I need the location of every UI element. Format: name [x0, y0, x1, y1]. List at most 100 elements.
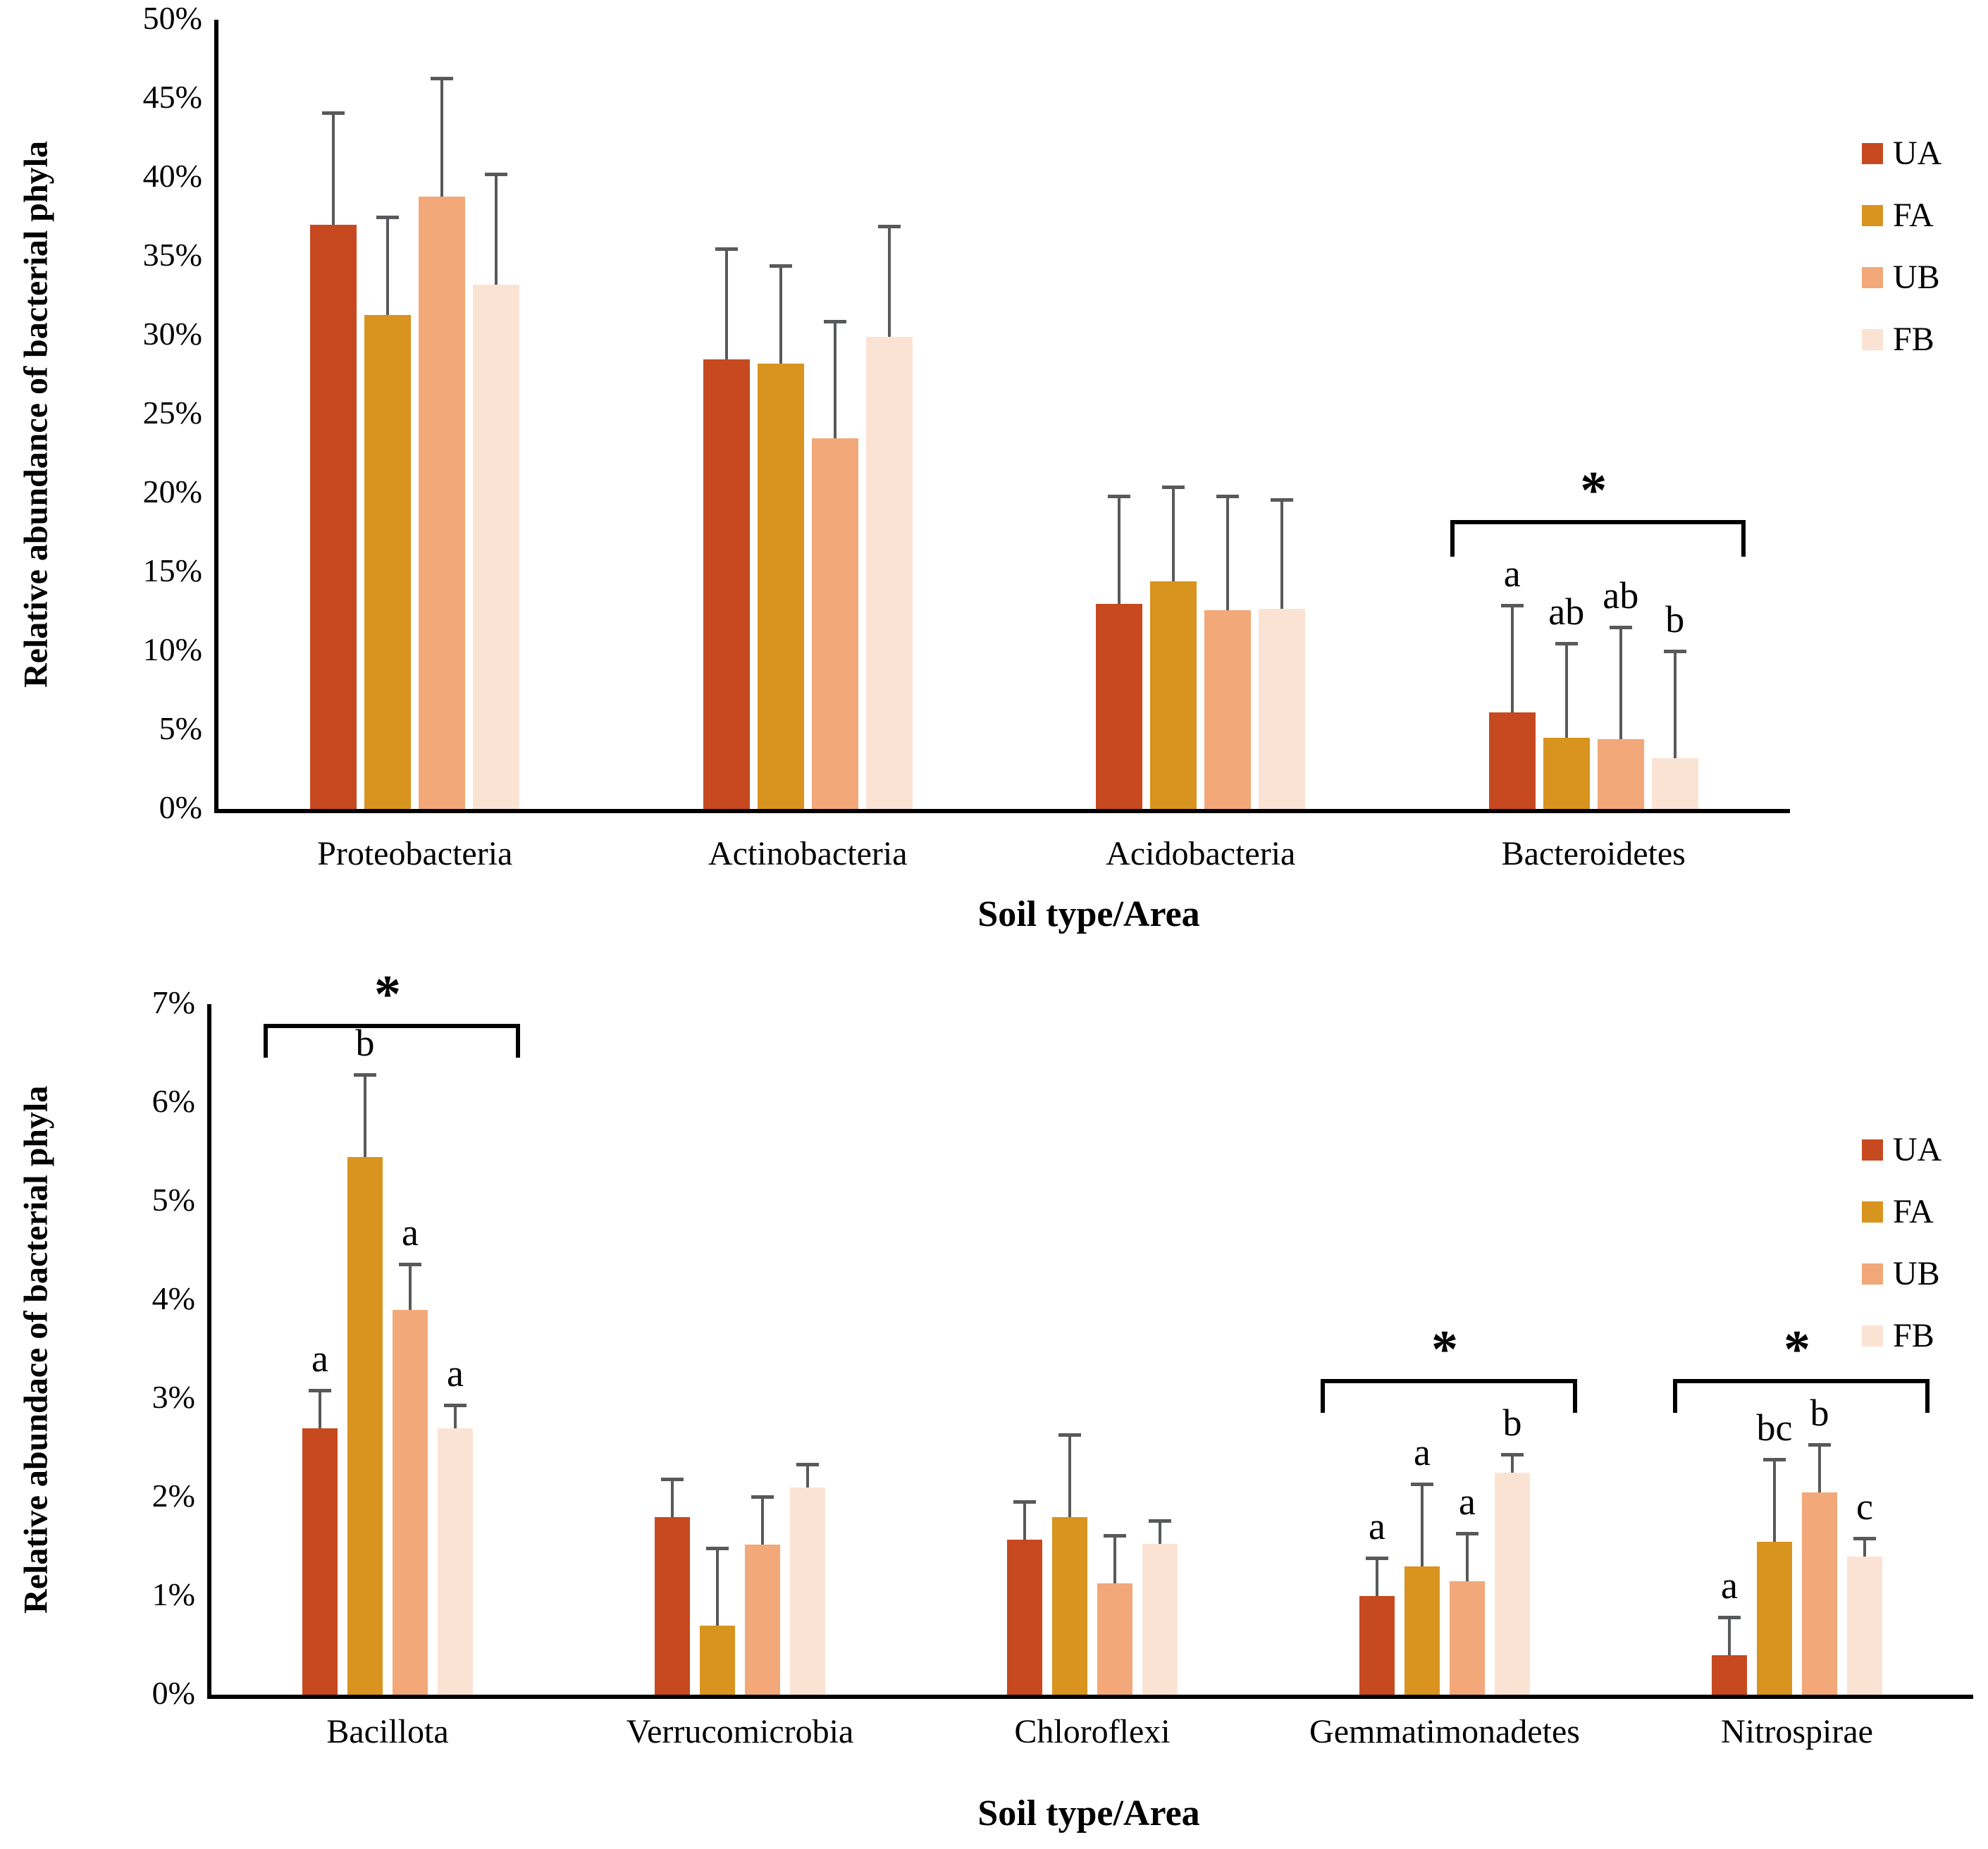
error-bar-FA-Bacteroidetes	[1564, 641, 1568, 738]
bar-UB-Gemmatimonadetes	[1450, 1581, 1485, 1695]
error-bar-cap-FA-Bacillota	[354, 1073, 376, 1077]
bar-FA-Gemmatimonadetes	[1404, 1566, 1440, 1695]
bar-FA-Acidobacteria	[1150, 581, 1197, 809]
error-bar-cap-UA-Bacteroidetes	[1500, 603, 1524, 607]
error-bar-UA-Bacteroidetes	[1510, 603, 1514, 713]
error-bar-cap-UB-Proteobacteria	[431, 76, 454, 80]
bar-FB-Acidobacteria	[1259, 608, 1306, 809]
error-bar-cap-UB-Actinobacteria	[823, 319, 846, 323]
y-tick-label: 25%	[142, 395, 202, 431]
legend-label-UB: UB	[1893, 1255, 1940, 1292]
sig-letter-UA-Bacillota: a	[311, 1337, 328, 1380]
x-category-label: Verrucomicrobia	[626, 1713, 854, 1750]
error-bar-UA-Actinobacteria	[724, 247, 728, 359]
error-bar-cap-UB-Chloroflexi	[1104, 1533, 1126, 1538]
error-bar-cap-FA-Nitrospirae	[1763, 1458, 1786, 1461]
y-tick-label: 6%	[152, 1083, 195, 1119]
legend-item-FB: FB	[1862, 321, 1934, 358]
sig-bracket-Bacillota	[264, 1024, 520, 1058]
bar-UA-Actinobacteria	[703, 359, 750, 809]
axis-lines	[214, 20, 1790, 813]
bar-UB-Bacillota	[393, 1310, 428, 1695]
error-bar-cap-FB-Gemmatimonadetes	[1501, 1453, 1524, 1457]
bar-UB-Bacteroidetes	[1597, 739, 1644, 809]
legend-item-FB: FB	[1862, 1317, 1934, 1354]
sig-bracket-Bacteroidetes	[1450, 520, 1746, 557]
sig-letter-FA-Bacteroidetes: ab	[1548, 590, 1585, 633]
y-tick-label: 40%	[142, 158, 202, 194]
sig-asterisk-Nitrospirae: *	[1784, 1320, 1810, 1379]
legend-item-FA: FA	[1862, 1195, 1934, 1229]
error-bar-UB-Bacillota	[409, 1262, 412, 1310]
error-bar-UB-Bacteroidetes	[1619, 626, 1622, 740]
bar-FA-Nitrospirae	[1757, 1542, 1792, 1695]
error-bar-UB-Proteobacteria	[440, 76, 444, 197]
error-bar-UA-Gemmatimonadetes	[1376, 1557, 1378, 1596]
error-bar-FB-Actinobacteria	[887, 225, 891, 338]
x-axis-title: Soil type/Area	[977, 1793, 1200, 1833]
error-bar-cap-UA-Acidobacteria	[1108, 495, 1131, 499]
error-bar-FA-Acidobacteria	[1172, 485, 1175, 582]
error-bar-UB-Gemmatimonadetes	[1466, 1532, 1469, 1581]
error-bar-FB-Proteobacteria	[495, 173, 498, 285]
bar-UA-Acidobacteria	[1096, 603, 1143, 809]
legend-swatch-FB	[1862, 1325, 1883, 1347]
bar-UB-Actinobacteria	[811, 438, 858, 809]
bar-UA-Chloroflexi	[1007, 1540, 1042, 1695]
error-bar-cap-UB-Acidobacteria	[1216, 495, 1240, 499]
bar-UB-Nitrospirae	[1802, 1492, 1837, 1695]
error-bar-cap-FA-Gemmatimonadetes	[1411, 1483, 1433, 1486]
error-bar-FB-Gemmatimonadetes	[1511, 1453, 1514, 1473]
bar-UA-Verrucomicrobia	[655, 1517, 690, 1695]
error-bar-UA-Chloroflexi	[1023, 1500, 1026, 1540]
error-bar-UB-Chloroflexi	[1113, 1533, 1116, 1583]
error-bar-cap-FB-Proteobacteria	[485, 173, 508, 177]
sig-letter-FA-Bacillota: b	[355, 1022, 375, 1064]
sig-letter-FB-Bacteroidetes: b	[1665, 598, 1685, 641]
bar-UB-Proteobacteria	[419, 196, 466, 809]
legend-label-FB: FB	[1893, 321, 1934, 358]
error-bar-cap-FA-Acidobacteria	[1162, 485, 1185, 489]
legend-item-UB: UB	[1862, 261, 1940, 295]
legend-label-FB: FB	[1893, 1317, 1934, 1354]
error-bar-cap-FB-Actinobacteria	[877, 225, 901, 229]
y-tick-label: 50%	[142, 0, 202, 36]
sig-bracket-Gemmatimonadetes	[1321, 1379, 1577, 1413]
error-bar-cap-UB-Bacteroidetes	[1609, 626, 1632, 630]
sig-letter-FB-Gemmatimonadetes: b	[1502, 1402, 1522, 1444]
y-axis-title: Relative abundace of bacterial phyla	[17, 1085, 55, 1614]
sig-bracket-Nitrospirae	[1673, 1379, 1930, 1413]
bar-UB-Acidobacteria	[1204, 610, 1252, 809]
error-bar-cap-FB-Verrucomicrobia	[796, 1463, 819, 1466]
bar-FA-Proteobacteria	[364, 314, 412, 809]
error-bar-FB-Verrucomicrobia	[806, 1463, 809, 1488]
error-bar-cap-FB-Nitrospirae	[1853, 1537, 1876, 1540]
error-bar-UA-Bacillota	[319, 1389, 321, 1428]
bar-FB-Gemmatimonadetes	[1495, 1473, 1530, 1695]
bar-UA-Gemmatimonadetes	[1359, 1596, 1395, 1695]
y-tick-label: 15%	[142, 552, 202, 588]
x-category-label: Actinobacteria	[708, 835, 908, 872]
y-tick-label: 45%	[142, 79, 202, 115]
y-tick-label: 20%	[142, 474, 202, 509]
error-bar-cap-FA-Bacteroidetes	[1555, 641, 1578, 645]
sig-letter-FB-Bacillota: a	[447, 1352, 464, 1395]
error-bar-FB-Bacteroidetes	[1673, 649, 1677, 759]
error-bar-cap-FA-Proteobacteria	[376, 215, 400, 219]
legend-swatch-UA	[1862, 143, 1883, 164]
error-bar-cap-FB-Bacteroidetes	[1663, 649, 1686, 653]
bar-FB-Nitrospirae	[1847, 1557, 1882, 1695]
y-tick-label: 3%	[152, 1379, 195, 1415]
legend-label-UA: UA	[1893, 1131, 1942, 1168]
x-category-label: Gemmatimonadetes	[1309, 1713, 1580, 1750]
y-tick-label: 7%	[152, 984, 195, 1020]
legend-swatch-UB	[1862, 1263, 1883, 1285]
y-tick-label: 10%	[142, 631, 202, 667]
error-bar-UA-Acidobacteria	[1118, 495, 1121, 604]
bar-FB-Chloroflexi	[1142, 1543, 1178, 1695]
error-bar-UB-Nitrospirae	[1818, 1443, 1821, 1492]
error-bar-cap-UA-Chloroflexi	[1013, 1500, 1036, 1504]
sig-letter-UB-Nitrospirae: b	[1810, 1392, 1829, 1434]
legend-item-UA: UA	[1862, 137, 1941, 171]
